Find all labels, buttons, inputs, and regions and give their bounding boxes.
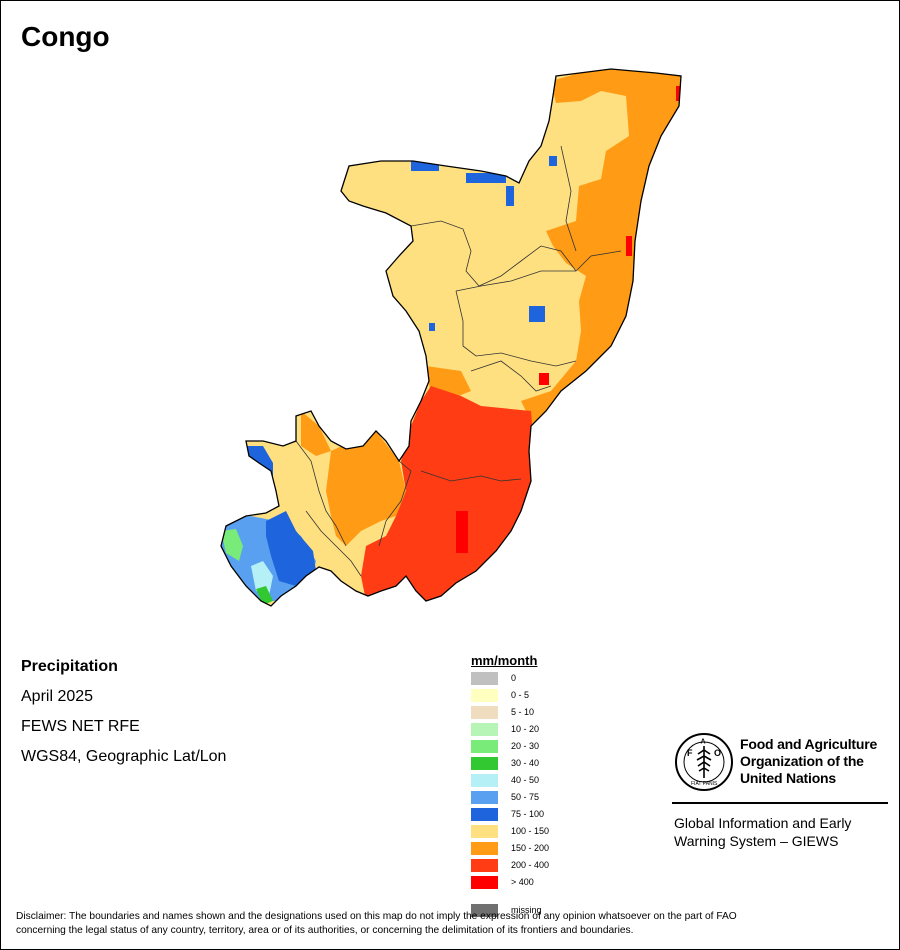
zone-200-400 <box>361 386 536 606</box>
zone-40-50 <box>251 561 273 596</box>
legend-label: 50 - 75 <box>511 792 540 802</box>
legend-swatch <box>471 904 498 917</box>
legend-item: > 400 <box>471 876 591 890</box>
legend-label: 200 - 400 <box>511 860 550 870</box>
legend-label: 10 - 20 <box>511 724 540 734</box>
fao-logo-letter: A <box>701 739 706 746</box>
zone-75-100-southwest <box>266 511 316 586</box>
legend-swatch <box>471 876 498 889</box>
zone-150-200-northwest <box>301 411 331 456</box>
legend-label: 150 - 200 <box>511 843 550 853</box>
fao-logo-letter: O <box>714 748 721 758</box>
legend-label: 40 - 50 <box>511 775 540 785</box>
legend-item: 100 - 150 <box>471 825 591 839</box>
zone-over-400-c <box>626 236 632 256</box>
country-border <box>220 68 682 607</box>
zone-150-200-center <box>326 431 406 546</box>
map-title: Congo <box>21 21 110 52</box>
legend-swatch <box>471 808 498 821</box>
legend-item: 75 - 100 <box>471 808 591 822</box>
zone-75-100-west-dot <box>429 323 435 331</box>
legend-item: 10 - 20 <box>471 723 591 737</box>
zone-75-100-ne <box>549 156 557 166</box>
zone-30-40 <box>256 586 273 605</box>
legend-swatch <box>471 706 498 719</box>
admin-boundaries <box>295 145 622 577</box>
fao-organization-name: Food and Agriculture Organization of the U… <box>740 736 878 786</box>
legend-swatch <box>471 757 498 770</box>
legend-swatch <box>471 774 498 787</box>
source-label: FEWS NET RFE <box>21 718 140 735</box>
zone-over-400-b <box>539 373 549 385</box>
legend-item: 40 - 50 <box>471 774 591 788</box>
legend-label: 0 - 5 <box>511 690 530 700</box>
legend-item: 150 - 200 <box>471 842 591 856</box>
variable-label: Precipitation <box>21 658 118 675</box>
legend-label: 5 - 10 <box>511 707 535 717</box>
legend-swatch <box>471 723 498 736</box>
fao-logo-motto: FIAT PANIS <box>691 781 718 787</box>
legend-label: 75 - 100 <box>511 809 545 819</box>
divider-line <box>672 802 888 804</box>
zone-over-400-d <box>676 86 681 101</box>
zone-75-100-north-b <box>466 173 506 183</box>
giews-system-name: Global Information and Early Warning Syst… <box>674 815 852 849</box>
legend-title: mm/month <box>471 653 538 668</box>
legend-swatch <box>471 825 498 838</box>
legend-label: 20 - 30 <box>511 741 540 751</box>
zone-20-30 <box>221 529 243 561</box>
legend-label: missing <box>511 905 542 915</box>
period-label: April 2025 <box>21 688 94 705</box>
legend-swatch <box>471 740 498 753</box>
legend-label: 30 - 40 <box>511 758 540 768</box>
legend-item: 5 - 10 <box>471 706 591 720</box>
fao-logo: F A O FIAT PANIS <box>675 733 733 791</box>
disclaimer-text: Disclaimer: The boundaries and names sho… <box>16 911 737 936</box>
zone-75-100-north-c <box>506 186 514 206</box>
precipitation-raster <box>221 69 681 606</box>
fao-logo-letter: F <box>687 748 693 758</box>
legend-swatch <box>471 842 498 855</box>
projection-label: WGS84, Geographic Lat/Lon <box>21 748 227 765</box>
legend-swatch <box>471 689 498 702</box>
legend-item: 200 - 400 <box>471 859 591 873</box>
zone-75-100-north-a <box>411 161 439 171</box>
legend-swatch <box>471 672 498 685</box>
legend-label: 0 <box>511 673 517 683</box>
legend-item: 30 - 40 <box>471 757 591 771</box>
legend-label: > 400 <box>511 877 534 887</box>
legend-item: missing <box>471 904 591 918</box>
legend-item: 0 - 5 <box>471 689 591 703</box>
legend-swatch <box>471 859 498 872</box>
legend-item: 0 <box>471 672 591 686</box>
zone-75-100-center <box>529 306 545 322</box>
legend-swatch <box>471 791 498 804</box>
legend-item: 20 - 30 <box>471 740 591 754</box>
zone-over-400-a <box>456 511 468 553</box>
legend-label: 100 - 150 <box>511 826 550 836</box>
legend-item: 50 - 75 <box>471 791 591 805</box>
